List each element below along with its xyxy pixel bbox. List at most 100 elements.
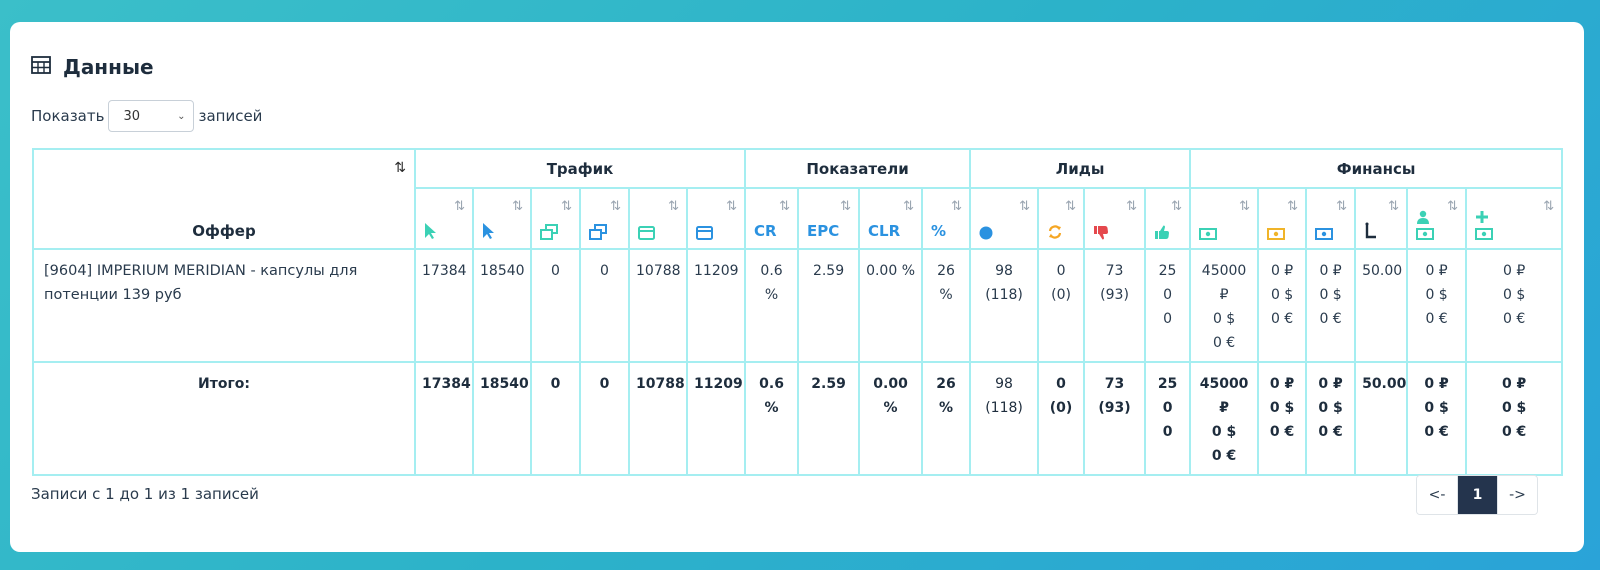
col-finance-user[interactable]: ⇅ [1406, 187, 1468, 250]
sort-icon: ⇅ [1287, 199, 1298, 214]
total-cr: 0.6 % [744, 361, 800, 476]
cursor-arrow-teal-icon [424, 222, 438, 240]
group-finance: Финансы [1189, 148, 1564, 189]
total-leads-approved: 25 0 0 [1144, 361, 1192, 476]
col-finance-approved[interactable]: ⇅ [1189, 187, 1260, 250]
col-clicks[interactable]: ⇅ [472, 187, 532, 250]
cell-landing: 11209 [685, 248, 747, 363]
total-percent: 26 % [921, 361, 972, 476]
col-windows-unique[interactable]: ⇅ [530, 187, 581, 250]
prev-page-button[interactable]: <- [1417, 476, 1457, 514]
table-info: Записи с 1 до 1 из 1 записей [31, 485, 259, 503]
total-row: Итого: 17384 18540 0 0 10788 11209 0.6 %… [32, 361, 1564, 476]
total-windows: 0 [579, 361, 630, 476]
sort-icon: ⇅ [668, 199, 679, 214]
col-percent[interactable]: ⇅% [921, 187, 972, 250]
total-clicks: 18540 [472, 361, 532, 476]
sort-icon: ⇅ [512, 199, 523, 214]
sort-icon: ⇅ [610, 199, 621, 214]
cell-landing-unique: 10788 [628, 248, 688, 363]
page-length-control: Показать 30 ⌄ записей [31, 100, 262, 132]
group-traffic: Трафик [413, 148, 747, 189]
windows-restore-blue-icon [589, 224, 607, 240]
sort-icon: ⇅ [454, 199, 465, 214]
page-length-value: 30 [123, 108, 141, 124]
page-length-select[interactable]: 30 ⌄ [108, 100, 195, 132]
card-header: Данные [31, 52, 154, 82]
cell-finance-paid: 0 ₽0 $0 € [1305, 248, 1357, 363]
sort-icon[interactable]: ⇅ [394, 160, 406, 176]
sort-icon: ⇅ [1239, 199, 1250, 214]
total-label: Итого: [32, 361, 416, 476]
col-landing[interactable]: ⇅ [685, 187, 747, 250]
money-bill-yellow-icon [1267, 228, 1286, 240]
sort-icon: ⇅ [1171, 199, 1182, 214]
cell-finance-user: 0 ₽0 $0 € [1406, 248, 1468, 363]
thumbs-down-red-icon [1093, 225, 1109, 240]
col-leads-approved[interactable]: ⇅ [1144, 187, 1192, 250]
sort-icon: ⇅ [726, 199, 737, 214]
cell-cr: 0.6 % [744, 248, 800, 363]
sort-icon: ⇅ [1336, 199, 1347, 214]
sort-icon: ⇅ [1126, 199, 1137, 214]
offer-name: [9604] IMPERIUM MERIDIAN - капсулы для п… [32, 248, 416, 363]
cell-windows: 0 [579, 248, 630, 363]
pagination: <- 1 -> [1416, 475, 1538, 515]
table-icon [31, 56, 51, 78]
total-clr: 0.00 % [858, 361, 924, 476]
data-card: Данные Показать 30 ⌄ записей ⇅ Оффер Тра… [10, 22, 1584, 552]
next-page-button[interactable]: -> [1497, 476, 1537, 514]
cell-finance-extra: 0 ₽0 $0 € [1465, 248, 1564, 363]
windows-restore-teal-icon [540, 224, 558, 240]
sort-icon: ⇅ [951, 199, 962, 214]
col-windows[interactable]: ⇅ [579, 187, 630, 250]
total-clicks-unique: 17384 [414, 361, 474, 476]
chevron-down-icon: ⌄ [177, 110, 186, 122]
col-finance-average[interactable]: ⇅ [1354, 187, 1409, 250]
total-finance-hold: 0 ₽0 $0 € [1257, 361, 1308, 476]
col-cr[interactable]: ⇅ CR [744, 187, 800, 250]
cell-leads-total: 98 (118) [969, 248, 1040, 363]
sort-icon: ⇅ [1065, 199, 1076, 214]
length-suffix: записей [198, 107, 263, 125]
group-leads: Лиды [969, 148, 1192, 189]
col-clicks-unique[interactable]: ⇅ [414, 187, 474, 250]
page-1-button[interactable]: 1 [1457, 476, 1497, 514]
plus-money-icon [1475, 210, 1561, 240]
user-money-icon [1416, 210, 1465, 240]
cell-clr: 0.00 % [858, 248, 924, 363]
sort-icon: ⇅ [561, 199, 572, 214]
cell-finance-hold: 0 ₽0 $0 € [1257, 248, 1308, 363]
col-epc[interactable]: ⇅ EPC [797, 187, 861, 250]
col-finance-extra[interactable]: ⇅ [1465, 187, 1564, 250]
col-landing-unique[interactable]: ⇅ [628, 187, 688, 250]
total-epc: 2.59 [797, 361, 861, 476]
total-leads-rejected: 73 (93) [1083, 361, 1147, 476]
length-prefix: Показать [31, 107, 105, 125]
offer-header[interactable]: ⇅ Оффер [32, 148, 416, 250]
hourglass-l-icon [1364, 222, 1378, 240]
cell-leads-approved: 25 0 0 [1144, 248, 1192, 363]
total-finance-extra: 0 ₽0 $0 € [1465, 361, 1564, 476]
cell-leads-processing: 0 (0) [1037, 248, 1086, 363]
col-leads-total[interactable]: ⇅ [969, 187, 1040, 250]
sort-icon: ⇅ [1447, 199, 1458, 214]
cell-percent: 26 % [921, 248, 972, 363]
total-finance-paid: 0 ₽0 $0 € [1305, 361, 1357, 476]
money-bill-teal-icon [1199, 228, 1218, 240]
total-landing: 11209 [685, 361, 747, 476]
col-clr[interactable]: ⇅ CLR [858, 187, 924, 250]
cell-finance-average: 50.00 [1354, 248, 1409, 363]
sort-icon: ⇅ [903, 199, 914, 214]
col-finance-hold[interactable]: ⇅ [1257, 187, 1308, 250]
total-leads-processing: 0 (0) [1037, 361, 1086, 476]
col-finance-paid[interactable]: ⇅ [1305, 187, 1357, 250]
cell-finance-approved: 45000 ₽0 $0 € [1189, 248, 1260, 363]
total-finance-user: 0 ₽0 $0 € [1406, 361, 1468, 476]
total-windows-unique: 0 [530, 361, 581, 476]
browser-window-teal-icon [638, 226, 655, 240]
col-leads-processing[interactable]: ⇅ [1037, 187, 1086, 250]
sort-icon: ⇅ [1388, 199, 1399, 214]
money-bill-blue-icon [1315, 228, 1334, 240]
col-leads-rejected[interactable]: ⇅ [1083, 187, 1147, 250]
